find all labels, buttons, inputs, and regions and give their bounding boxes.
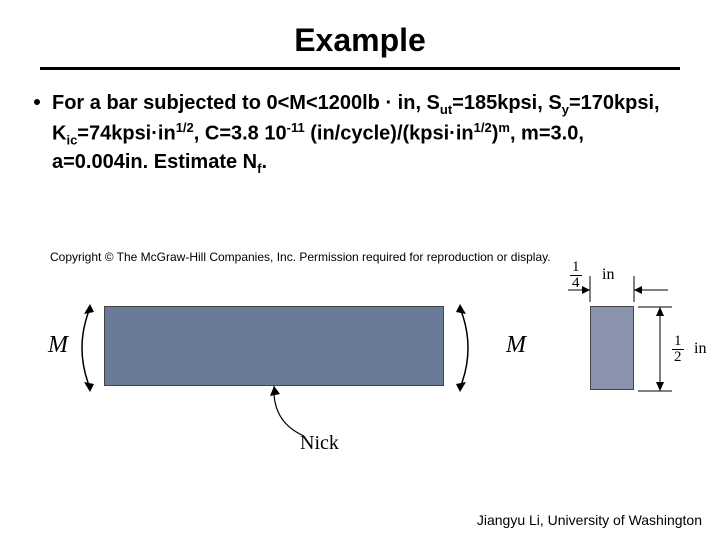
- moment-arc-right-icon: [454, 298, 480, 398]
- nick-label: Nick: [300, 432, 339, 455]
- text: =185kpsi, S: [452, 92, 562, 114]
- den: 2: [672, 350, 684, 365]
- moment-arc-left-icon: [70, 298, 96, 398]
- bullet-icon: [34, 99, 40, 105]
- sup: m: [498, 120, 510, 135]
- dim-top-arrows-icon: [568, 268, 678, 304]
- text: =74kpsi·in: [77, 122, 175, 144]
- dim-unit-right: in: [694, 340, 706, 358]
- text: For a bar subjected to 0<M<1200lb · in, …: [52, 92, 440, 114]
- sub: ic: [66, 132, 77, 147]
- bar-side-view: [104, 306, 444, 386]
- sup: 1/2: [176, 120, 194, 135]
- page-title: Example: [0, 0, 720, 67]
- moment-label-right: M: [506, 332, 526, 359]
- sup: 1/2: [474, 120, 492, 135]
- title-underline: [40, 67, 680, 70]
- figure: Copyright © The McGraw-Hill Companies, I…: [0, 250, 720, 470]
- text: , C=3.8 10: [194, 122, 287, 144]
- dim-half-fraction: 12: [672, 334, 684, 365]
- copyright-text: Copyright © The McGraw-Hill Companies, I…: [50, 250, 551, 264]
- bar-cross-section: [590, 306, 634, 390]
- text: (in/cycle)/(kpsi·in: [305, 122, 474, 144]
- sup: -11: [287, 120, 305, 135]
- problem-statement: For a bar subjected to 0<M<1200lb · in, …: [0, 90, 720, 177]
- num: 1: [672, 334, 684, 350]
- text: .: [261, 151, 267, 173]
- footer-attribution: Jiangyu Li, University of Washington: [477, 512, 702, 528]
- sub: ut: [440, 102, 452, 117]
- moment-label-left: M: [48, 332, 68, 359]
- sub: y: [562, 102, 569, 117]
